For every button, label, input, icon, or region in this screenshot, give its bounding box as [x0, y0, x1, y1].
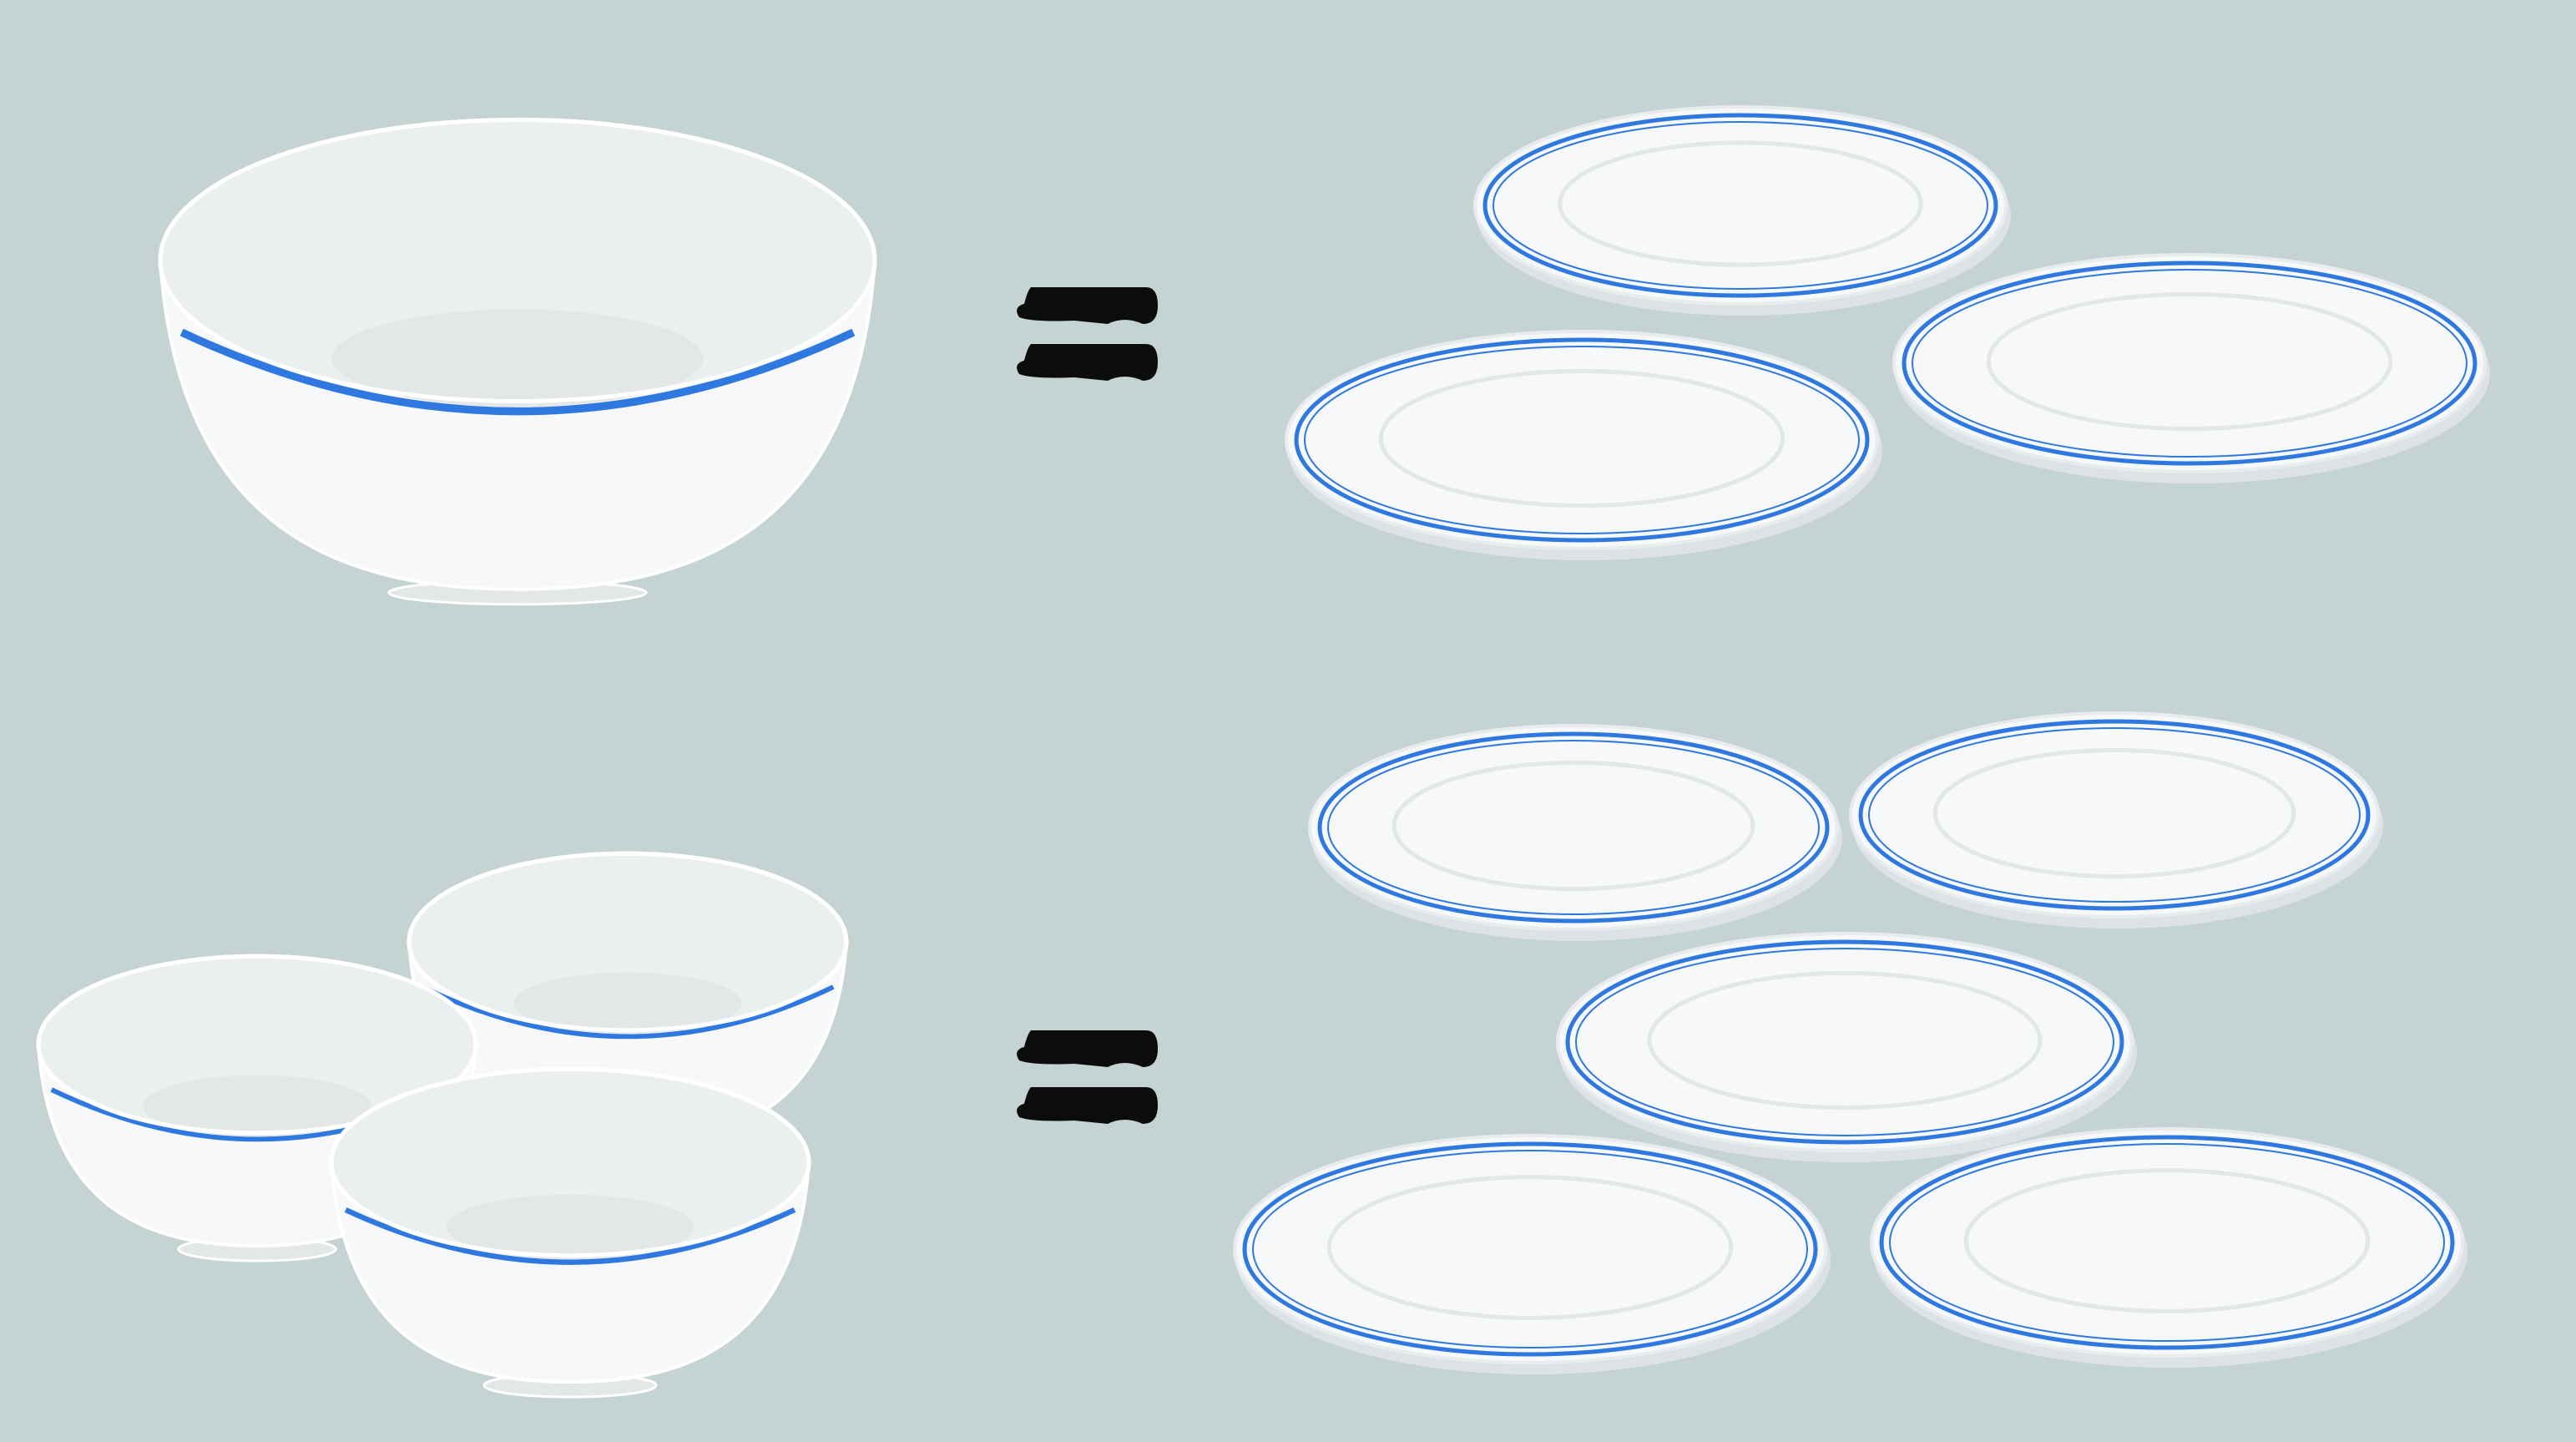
plate-bottom-top-left	[1308, 724, 1842, 941]
plate-top-right	[1892, 253, 2490, 483]
small-bowl-front	[329, 1066, 811, 1399]
plate-bottom-top-right	[1849, 711, 2383, 928]
plate-bottom-right	[1870, 1127, 2467, 1368]
large-bowl	[158, 117, 877, 606]
equals-sign	[1017, 287, 1158, 381]
plate-top-left	[1285, 330, 1882, 560]
equation-bottom	[36, 711, 2467, 1399]
plate-bottom-middle	[1556, 932, 2137, 1162]
equals-sign	[1017, 1030, 1158, 1124]
plate-top-back	[1473, 105, 2011, 316]
plate-bottom-left	[1233, 1134, 1831, 1374]
equation-top	[158, 105, 2490, 606]
